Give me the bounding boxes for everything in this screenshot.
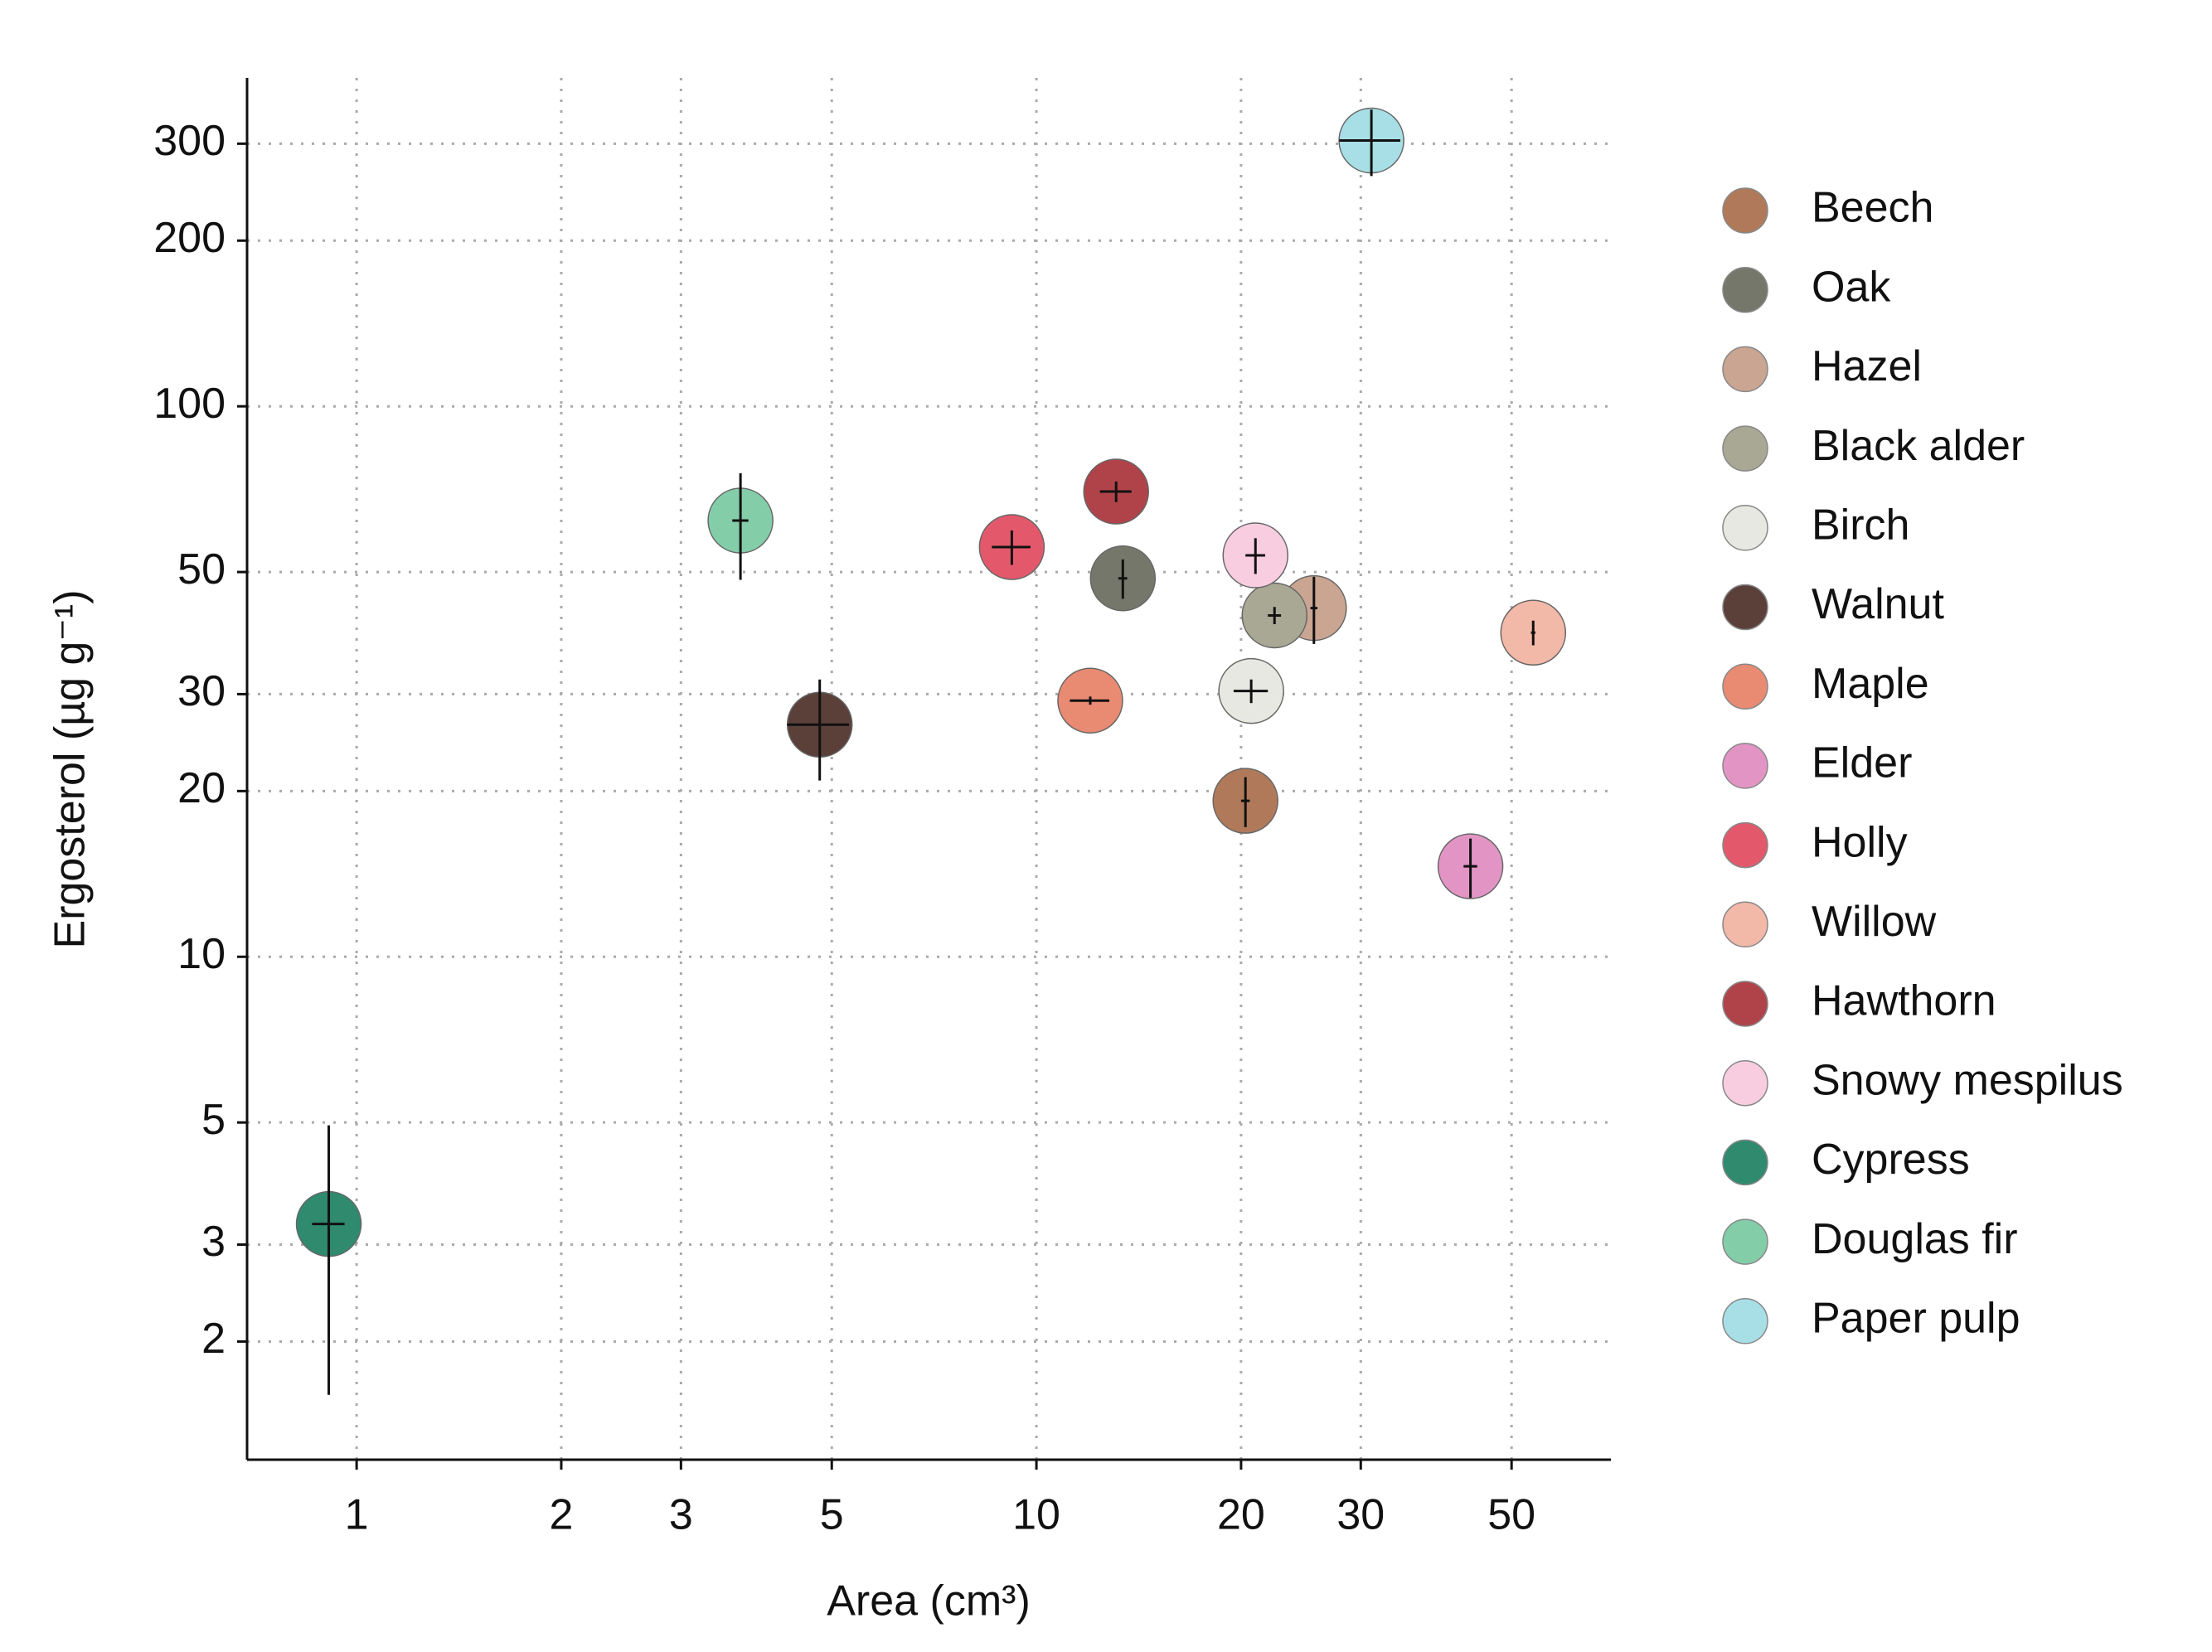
y-tick-label: 30 [177,667,226,715]
x-tick-label: 50 [1487,1491,1535,1539]
y-tick-label: 20 [177,764,226,812]
legend-swatch [1722,425,1768,472]
legend-label: Oak [1812,263,1891,311]
legend-swatch [1722,1059,1768,1107]
legend-swatch [1722,743,1768,789]
legend-label: Maple [1812,660,1929,708]
x-tick-label: 5 [820,1491,844,1539]
y-tick-label: 200 [153,214,226,262]
legend-swatch [1722,266,1768,313]
y-tick-label: 100 [153,380,226,428]
y-tick-label: 10 [177,930,226,978]
legend-label: Cypress [1812,1136,1970,1184]
legend-label: Beech [1812,184,1933,232]
legend-label: Elder [1812,739,1912,787]
legend-swatch [1722,1218,1768,1265]
y-tick-label: 3 [201,1218,226,1266]
legend-label: Willow [1812,898,1937,946]
legend-label: Snowy mespilus [1812,1056,2123,1104]
legend-label: Black alder [1812,422,2025,470]
x-axis-label: Area (cm³) [827,1577,1031,1625]
legend-swatch [1722,821,1768,869]
x-tick-label: 30 [1336,1491,1385,1539]
legend-swatch [1722,505,1768,551]
legend-label: Holly [1812,818,1908,866]
legend-label: Walnut [1812,580,1944,628]
x-tick-label: 2 [549,1491,573,1539]
y-tick-label: 5 [201,1096,226,1144]
legend-label: Hawthorn [1812,977,1996,1025]
legend-label: Douglas fir [1812,1215,2018,1263]
legend-label: Birch [1812,501,1909,550]
legend-swatch [1722,346,1768,393]
legend-swatch [1722,584,1768,631]
legend-swatch [1722,901,1768,948]
legend-swatch [1722,1139,1768,1186]
y-tick-label: 2 [201,1315,226,1363]
x-tick-label: 20 [1217,1491,1265,1539]
x-tick-label: 1 [345,1491,369,1539]
legend-label: Hazel [1812,342,1922,390]
legend-swatch [1722,663,1768,710]
legend-label: Paper pulp [1812,1295,2020,1343]
x-tick-label: 3 [669,1491,693,1539]
y-tick-label: 50 [177,545,226,593]
y-axis-label: Ergosterol (µg g⁻¹) [46,589,95,948]
legend-swatch [1722,1298,1768,1344]
x-tick-label: 10 [1012,1491,1060,1539]
legend-swatch [1722,187,1768,234]
legend-swatch [1722,981,1768,1027]
y-tick-label: 300 [153,117,226,165]
